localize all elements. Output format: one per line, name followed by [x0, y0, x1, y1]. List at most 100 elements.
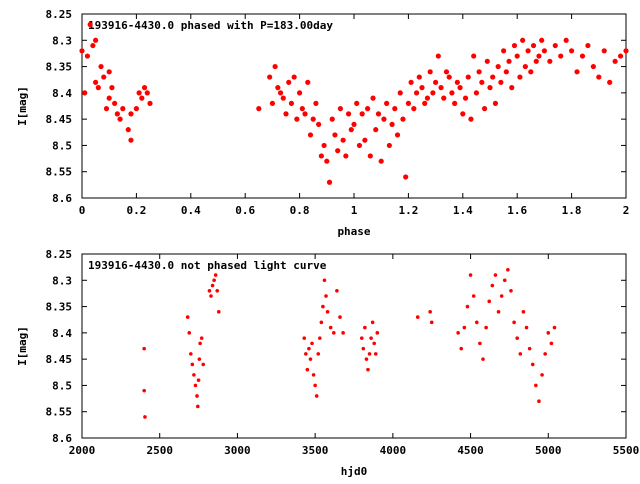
- data-point: [438, 85, 444, 91]
- data-point: [446, 74, 452, 80]
- data-point: [465, 74, 471, 80]
- data-point: [462, 325, 467, 330]
- data-point: [487, 299, 492, 304]
- data-point: [518, 352, 523, 356]
- plot-frame: [81, 13, 627, 199]
- x-axis-title: phase: [337, 225, 370, 238]
- data-point: [405, 100, 411, 106]
- data-point: [286, 79, 292, 85]
- y-tick-label: 8.45: [46, 353, 73, 366]
- data-point: [311, 373, 316, 377]
- data-point: [267, 74, 273, 80]
- plot-frame: [81, 253, 627, 439]
- data-point: [369, 336, 373, 340]
- data-point: [435, 53, 441, 59]
- x-tick-label: 1.8: [562, 204, 582, 217]
- x-tick-label: 0.6: [235, 204, 255, 217]
- data-point: [93, 79, 99, 85]
- data-point: [197, 357, 202, 361]
- data-point: [322, 278, 327, 283]
- data-point: [144, 90, 150, 96]
- data-point: [79, 48, 85, 54]
- x-tick-label: 3500: [302, 444, 329, 457]
- data-point: [429, 320, 434, 325]
- data-point: [335, 289, 339, 293]
- data-point: [541, 48, 548, 54]
- data-point: [199, 336, 204, 340]
- data-point: [474, 320, 479, 325]
- y-axis-title: I[mag]: [16, 86, 29, 126]
- data-point: [525, 48, 531, 54]
- data-point: [101, 74, 107, 80]
- data-point: [106, 69, 112, 75]
- data-point: [520, 37, 526, 43]
- data-point: [359, 336, 364, 340]
- data-point: [142, 346, 146, 351]
- data-point: [539, 37, 545, 43]
- data-point: [307, 346, 311, 351]
- data-point: [84, 53, 91, 59]
- data-point: [378, 158, 384, 164]
- data-point: [502, 278, 507, 283]
- data-point: [569, 48, 575, 54]
- data-point: [338, 315, 342, 319]
- data-point: [297, 90, 303, 96]
- x-tick-label: 1.6: [507, 204, 527, 217]
- data-point: [441, 95, 447, 101]
- data-point: [313, 100, 319, 106]
- data-point: [256, 106, 262, 112]
- data-point: [335, 148, 341, 154]
- data-point: [207, 289, 212, 293]
- data-point: [579, 53, 586, 59]
- data-point: [487, 85, 493, 91]
- data-point: [543, 352, 547, 356]
- data-point: [143, 415, 147, 419]
- data-point: [415, 315, 420, 319]
- data-point: [533, 58, 539, 64]
- data-point: [574, 69, 580, 75]
- data-point: [443, 69, 450, 75]
- data-point: [365, 106, 371, 112]
- data-point: [416, 74, 422, 80]
- data-point: [269, 100, 275, 106]
- data-point: [139, 95, 145, 101]
- data-point: [305, 367, 310, 372]
- data-point: [552, 325, 557, 330]
- x-tick-label: 4500: [457, 444, 484, 457]
- data-point: [340, 137, 346, 143]
- data-point: [476, 69, 482, 75]
- data-point: [389, 121, 395, 127]
- data-point: [462, 95, 469, 101]
- data-point: [117, 116, 123, 122]
- data-point: [307, 132, 314, 138]
- data-point: [142, 388, 146, 393]
- x-tick-label: 4000: [380, 444, 407, 457]
- data-point: [348, 127, 354, 133]
- data-point: [310, 341, 314, 346]
- data-point: [128, 137, 134, 143]
- data-point: [367, 352, 372, 356]
- y-tick-label: 8.4: [52, 327, 72, 340]
- y-tick-label: 8.35: [46, 61, 73, 74]
- data-point: [103, 106, 110, 112]
- data-point: [454, 79, 460, 85]
- data-point: [319, 320, 324, 325]
- data-point: [275, 85, 281, 91]
- data-point: [195, 404, 200, 409]
- x-tick-label: 1: [351, 204, 358, 217]
- data-point: [449, 90, 455, 96]
- data-point: [400, 116, 406, 122]
- data-point: [459, 346, 464, 351]
- data-point: [490, 283, 495, 288]
- y-tick-label: 8.4: [52, 87, 72, 100]
- data-point: [187, 331, 192, 335]
- data-point: [359, 111, 365, 117]
- x-tick-label: 3000: [224, 444, 251, 457]
- data-point: [95, 85, 101, 91]
- data-point: [299, 106, 305, 112]
- data-point: [452, 100, 458, 106]
- data-point: [366, 367, 370, 372]
- data-point: [411, 106, 417, 112]
